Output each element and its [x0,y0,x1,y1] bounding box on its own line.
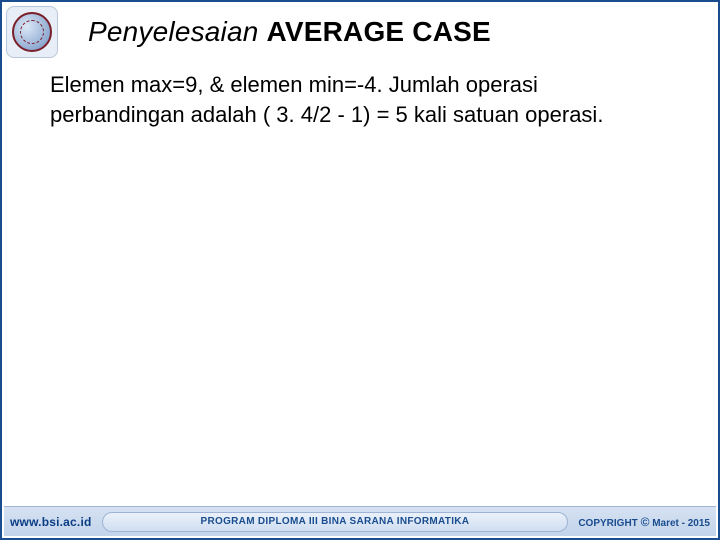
slide-body-text: Elemen max=9, & elemen min=-4. Jumlah op… [50,70,610,129]
footer-copyright: COPYRIGHT © Maret - 2015 [578,515,710,529]
copyright-symbol-icon: © [641,515,650,529]
content-area: Penyelesaian AVERAGE CASE Elemen max=9, … [74,10,700,129]
footer-bar: www.bsi.ac.id PROGRAM DIPLOMA III BINA S… [4,506,716,536]
bsi-logo-inner [12,12,52,52]
copyright-label: COPYRIGHT [578,518,637,529]
title-italic-part: Penyelesaian [88,16,259,47]
slide-frame: Penyelesaian AVERAGE CASE Elemen max=9, … [0,0,720,540]
bsi-logo [6,6,58,58]
footer-program-pill: PROGRAM DIPLOMA III BINA SARANA INFORMAT… [102,512,569,532]
copyright-period: Maret - 2015 [652,518,710,529]
footer-url: www.bsi.ac.id [10,515,92,529]
footer-program-text: PROGRAM DIPLOMA III BINA SARANA INFORMAT… [201,516,470,527]
title-bold-part: AVERAGE CASE [267,16,491,47]
slide-title: Penyelesaian AVERAGE CASE [88,16,700,48]
